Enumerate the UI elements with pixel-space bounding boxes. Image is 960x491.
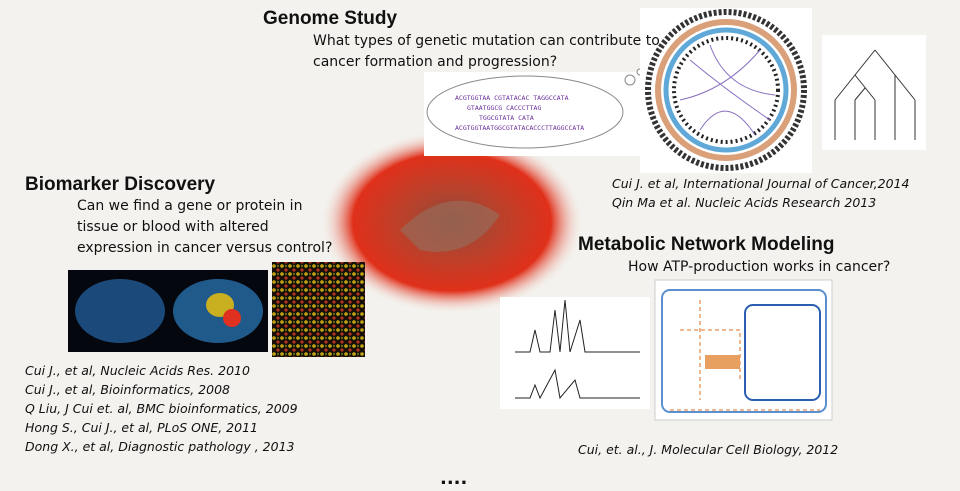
- question: How ATP-production works in cancer?: [628, 257, 890, 278]
- question-line: tissue or blood with altered: [77, 219, 269, 235]
- question-line: cancer formation and progression?: [313, 54, 558, 70]
- references: Cui J., et al, Nucleic Acids Res. 2010 C…: [25, 361, 298, 456]
- sequence-line: GTAATGGCG CACCCTTAG: [467, 104, 542, 112]
- scan-body: [75, 279, 165, 343]
- section-title: Biomarker Discovery: [25, 174, 216, 195]
- continuation: ....: [440, 468, 468, 489]
- pathway-node: [705, 355, 740, 369]
- sequence-alignment: ACGTGGTAA CGTATACAC TAGGCCATA GTAATGGCG …: [455, 93, 584, 133]
- reference: Dong X., et al, Diagnostic pathology , 2…: [25, 439, 295, 454]
- microarray: [272, 262, 365, 357]
- question-line: How ATP-production works in cancer?: [628, 259, 891, 275]
- tumor-detail: [400, 200, 500, 252]
- scan-hotspot: [223, 309, 241, 327]
- section-title: Genome Study: [263, 8, 398, 29]
- question: Can we find a gene or protein in tissue …: [77, 196, 332, 259]
- phylogenetic-tree: [834, 49, 916, 140]
- question: What types of genetic mutation can contr…: [313, 31, 660, 73]
- pathway-mitochondrion: [744, 304, 821, 401]
- references: Cui J. et al, International Journal of C…: [612, 174, 909, 212]
- question-line: Can we find a gene or protein in: [77, 198, 303, 214]
- sequence-line: ACGTGGTAA CGTATACAC TAGGCCATA: [455, 94, 569, 102]
- question-line: expression in cancer versus control?: [77, 240, 333, 256]
- pathway-panel: [654, 279, 833, 421]
- reference: Cui J. et al, International Journal of C…: [612, 176, 910, 191]
- thought-bubble: [426, 75, 624, 149]
- circos-ring: [663, 27, 789, 153]
- reference: Hong S., Cui J., et al, PLoS ONE, 2011: [25, 420, 258, 435]
- reference: Q Liu, J Cui et. al, BMC bioinformatics,…: [25, 401, 298, 416]
- spectra-panel: [500, 297, 650, 409]
- circos-links: [679, 44, 776, 136]
- circos-ring: [672, 36, 780, 144]
- spectra-trace: [515, 299, 640, 400]
- reference: Qin Ma et al. Nucleic Acids Research 201…: [612, 195, 877, 210]
- bubble-dot: [624, 74, 636, 86]
- section-title: Metabolic Network Modeling: [578, 234, 835, 255]
- question-line: What types of genetic mutation can contr…: [313, 33, 660, 49]
- pathway-cell: [661, 289, 827, 413]
- circos-ring: [645, 9, 807, 171]
- references: Cui, et. al., J. Molecular Cell Biology,…: [578, 440, 838, 459]
- sequence-line: ACGTGGTAATGGCGTATACACCCTTAGGCCATA: [455, 124, 585, 132]
- tree-panel: [822, 35, 926, 150]
- circos-ring: [655, 19, 797, 161]
- reference: Cui J., et al, Nucleic Acids Res. 2010: [25, 363, 250, 378]
- reference: Cui J., et al, Bioinformatics, 2008: [25, 382, 230, 397]
- sequence-line: TGGCGTATA CATA: [479, 114, 534, 122]
- reference: Cui, et. al., J. Molecular Cell Biology,…: [578, 442, 839, 457]
